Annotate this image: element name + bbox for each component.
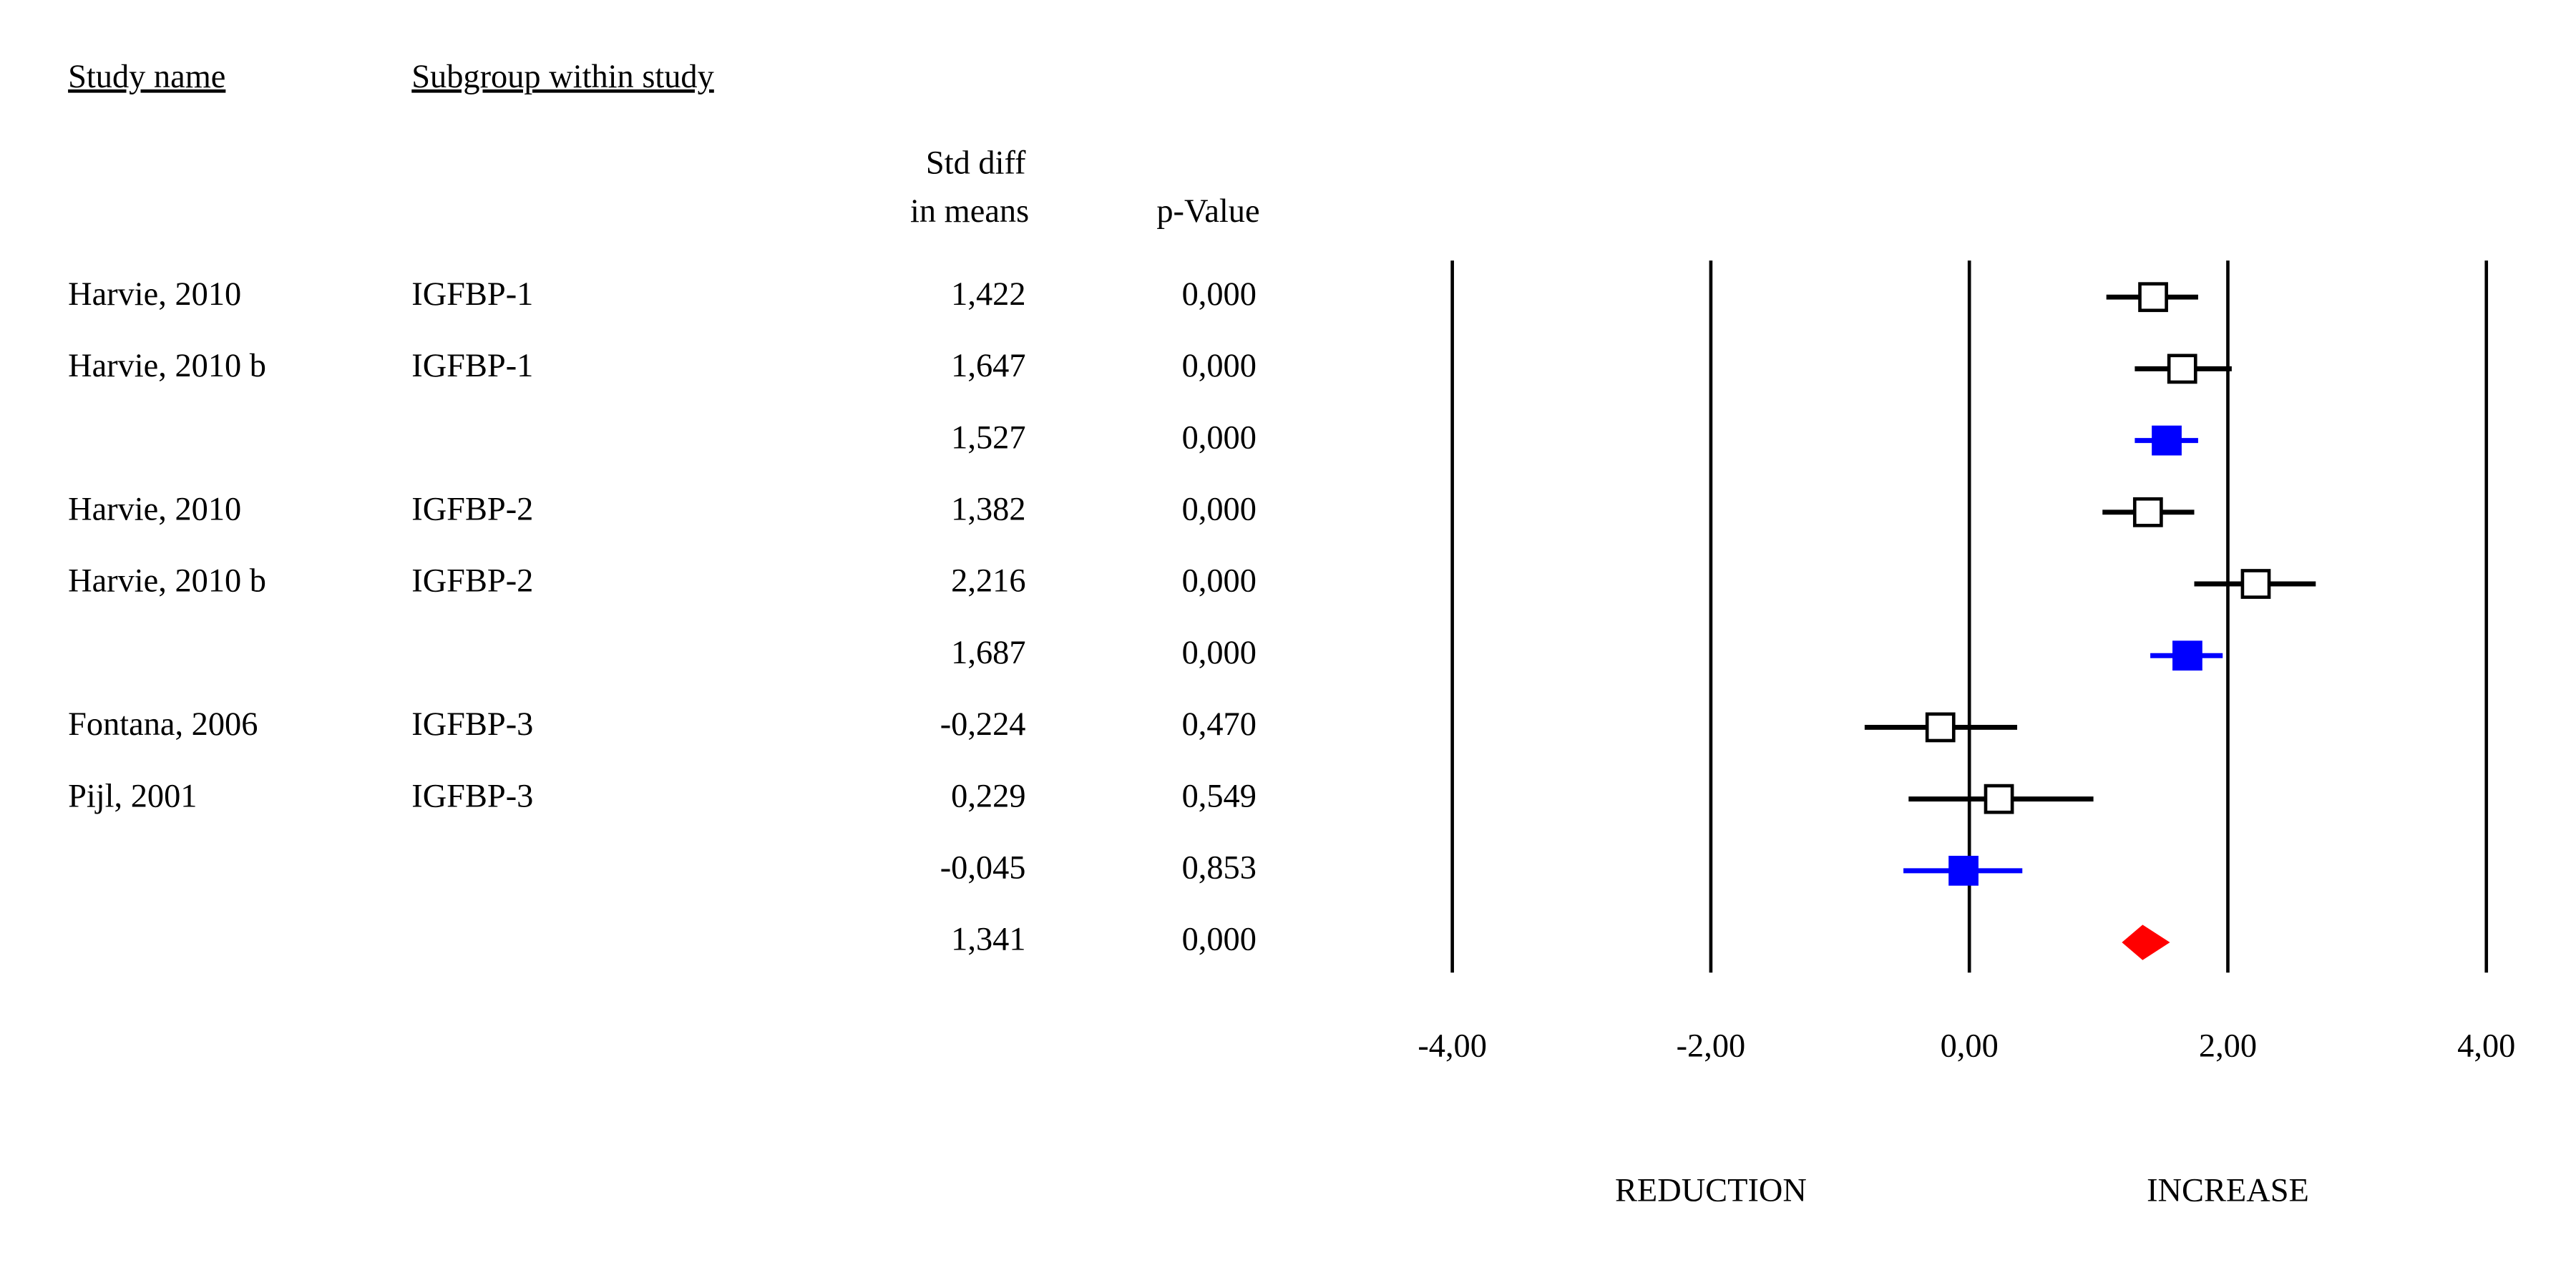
effect-marker [2167,353,2197,384]
value-label: 1,382 [951,491,1025,527]
effect-marker [1984,784,2014,814]
study-name: Pijl, 2001 [68,778,197,814]
x-tick-label: 2,00 [2199,1028,2257,1065]
effect-marker [1925,712,1956,743]
p-value-label: 0,853 [1182,849,1257,886]
p-value-label: 0,000 [1182,491,1257,527]
subgroup-name: IGFBP-1 [411,348,533,384]
value-label: 1,422 [951,276,1025,313]
effect-marker [2172,640,2202,671]
value-label: -0,224 [940,706,1026,743]
p-value-label: 0,549 [1182,778,1257,814]
x-tick-label: 0,00 [1941,1028,1999,1065]
p-value-label: 0,470 [1182,706,1257,743]
study-name: Harvie, 2010 [68,491,241,527]
value-label: 0,229 [951,778,1025,814]
effect-marker [2152,425,2182,456]
study-name: Harvie, 2010 b [68,348,266,384]
effect-marker [2138,282,2168,313]
study-name: Fontana, 2006 [68,706,258,743]
study-name: Harvie, 2010 [68,276,241,313]
x-tick-label: -2,00 [1677,1028,1746,1065]
subgroup-header: Subgroup within study [411,59,714,95]
value-header: in means [910,193,1029,230]
value-label: 1,527 [951,419,1025,456]
effect-marker [1948,855,1979,886]
p-value-label: 0,000 [1182,419,1257,456]
subgroup-name: IGFBP-2 [411,491,533,527]
x-axis-label: REDUCTION [1615,1172,1807,1209]
p-value-label: 0,000 [1182,348,1257,384]
subgroup-name: IGFBP-3 [411,778,533,814]
p-value-label: 0,000 [1182,563,1257,600]
p-value-label: 0,000 [1182,276,1257,313]
x-tick-label: -4,00 [1418,1028,1487,1065]
effect-marker [2132,497,2163,527]
value-label: 1,687 [951,635,1025,671]
value-label: -0,045 [940,849,1026,886]
subgroup-name: IGFBP-1 [411,276,533,313]
x-tick-label: 4,00 [2457,1028,2515,1065]
p-value-label: 0,000 [1182,922,1257,958]
value-header: Std diff [926,145,1026,182]
study-name: Harvie, 2010 b [68,563,266,600]
p-header: p-Value [1156,193,1259,230]
study-header: Study name [68,59,225,95]
effect-marker [2240,569,2271,599]
subgroup-name: IGFBP-2 [411,563,533,600]
value-label: 1,341 [951,922,1025,958]
x-axis-label: INCREASE [2147,1172,2309,1209]
value-label: 1,647 [951,348,1025,384]
p-value-label: 0,000 [1182,635,1257,671]
summary-diamond [2122,924,2170,960]
subgroup-name: IGFBP-3 [411,706,533,743]
value-label: 2,216 [951,563,1025,600]
